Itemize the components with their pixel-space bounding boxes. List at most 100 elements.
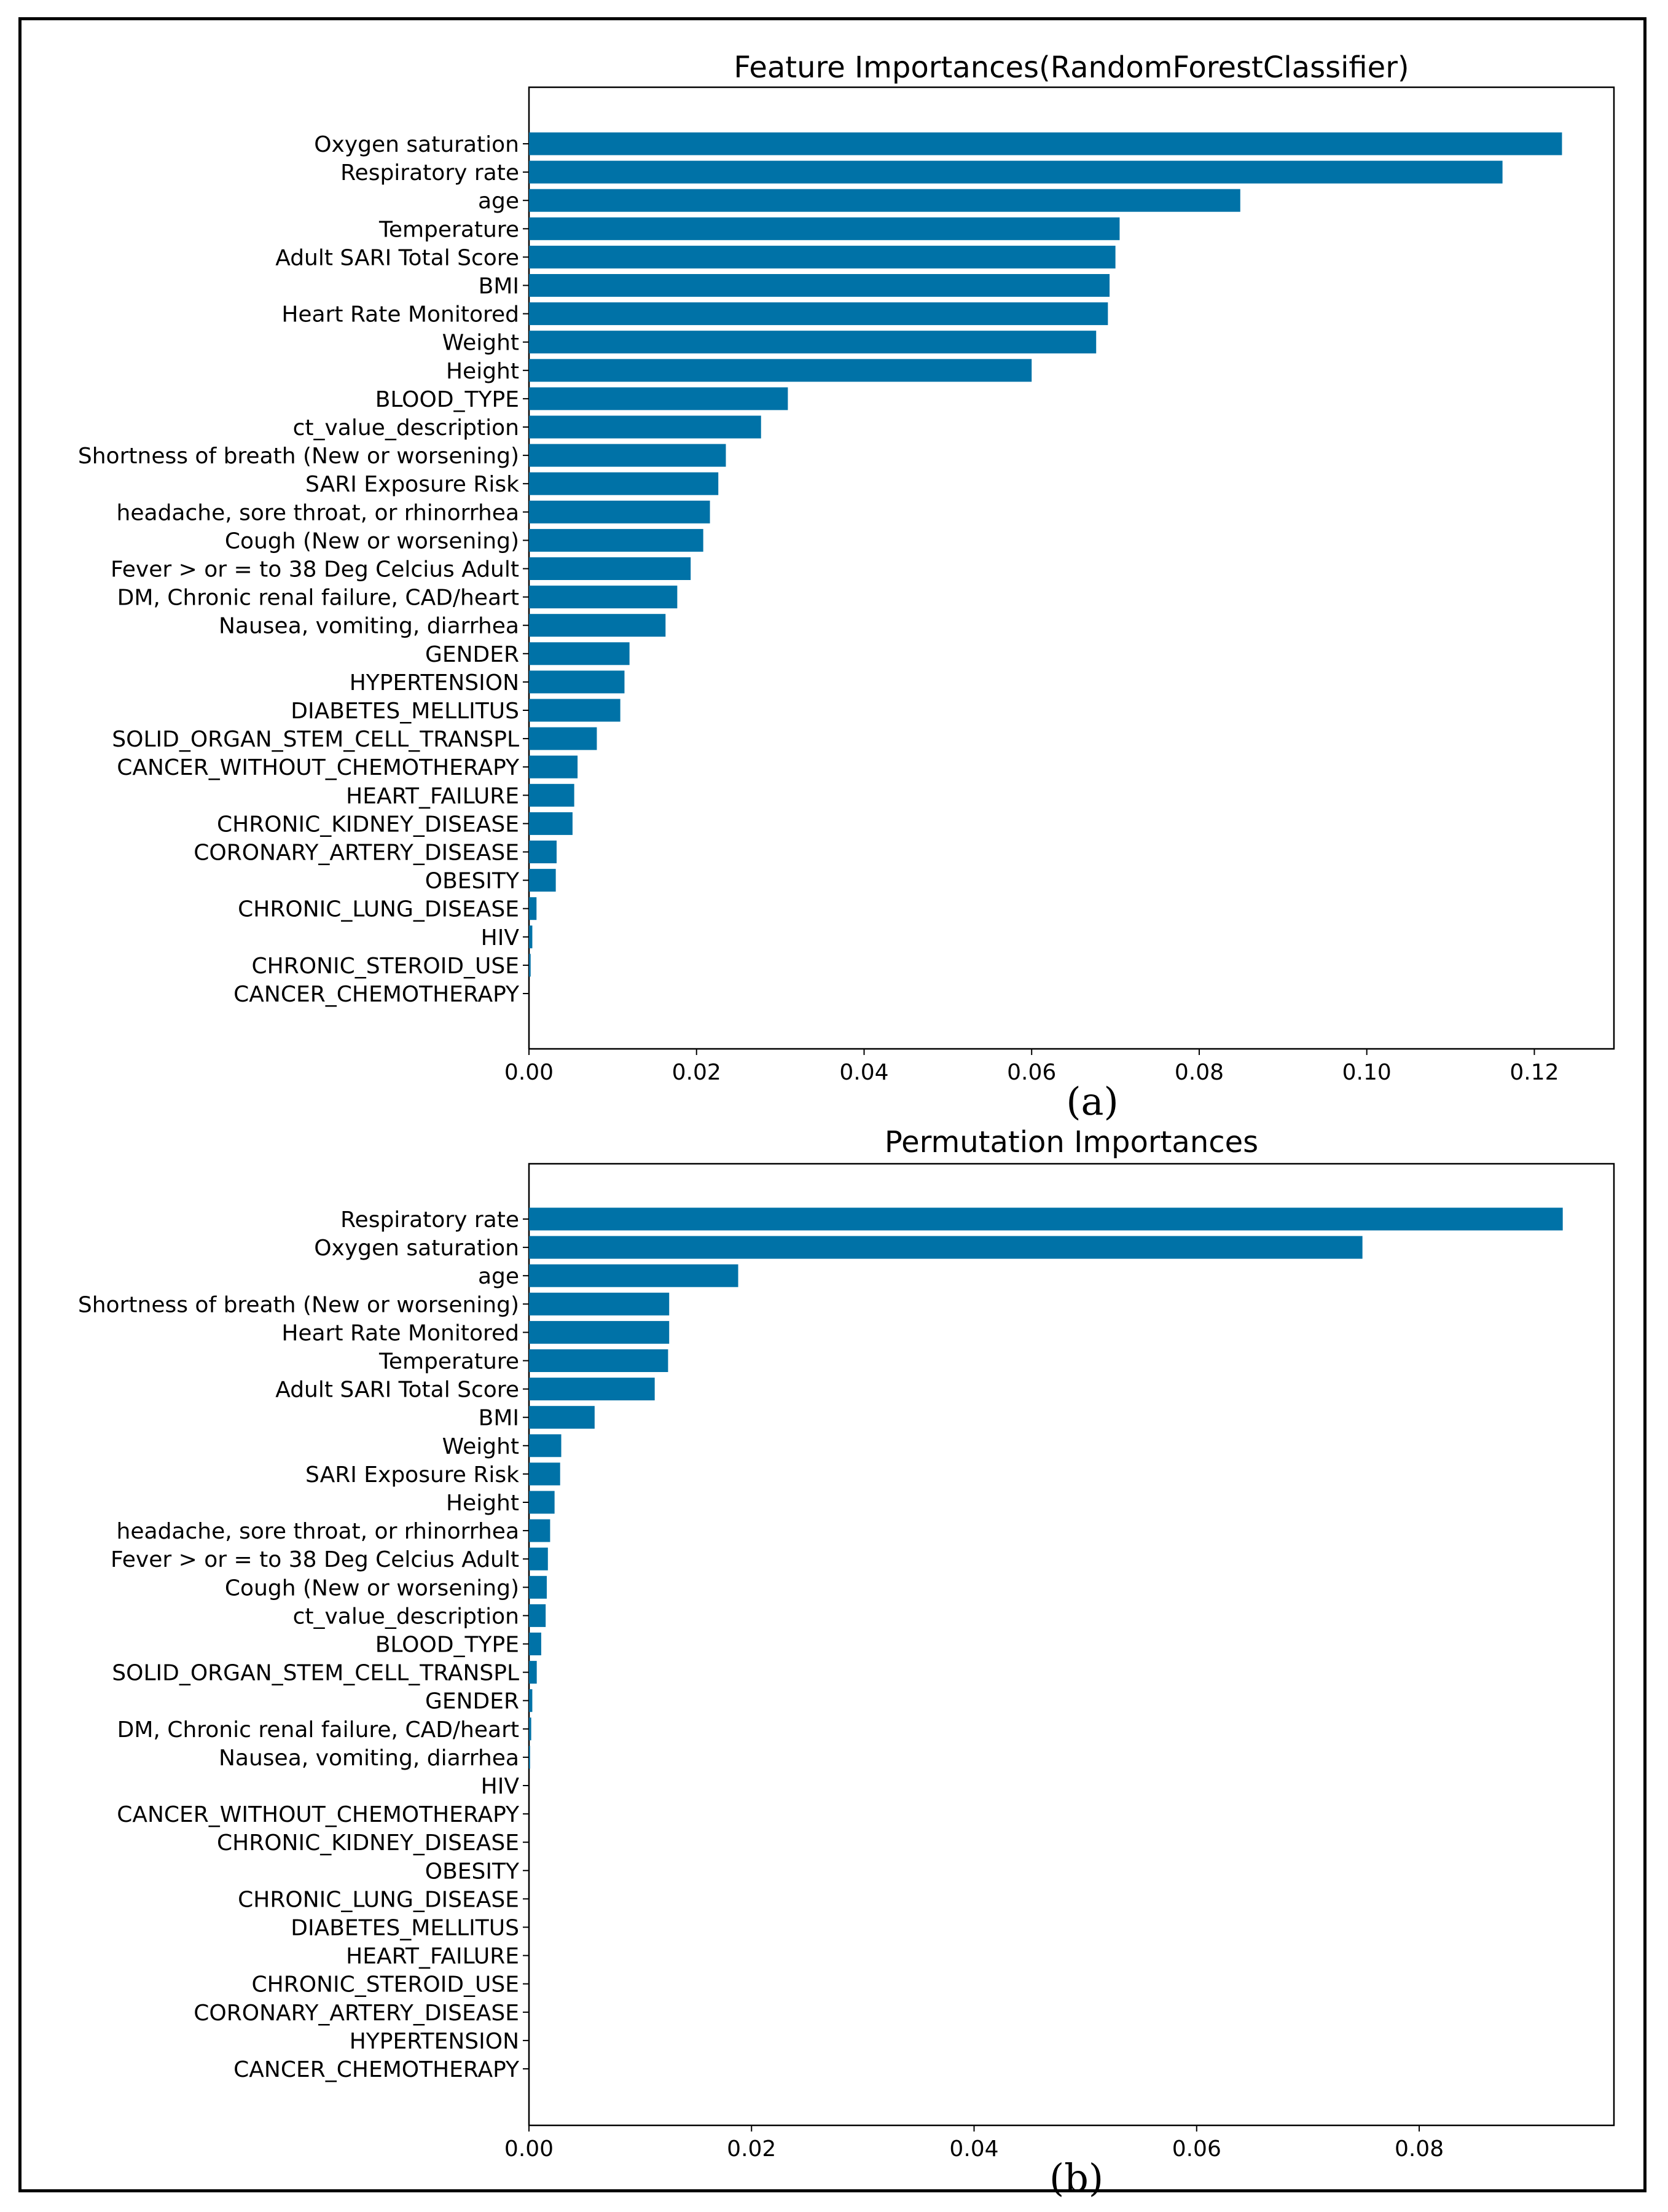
chart-b-bars xyxy=(529,1207,1563,1769)
chart-b-bar xyxy=(529,1378,655,1401)
chart-b-bar xyxy=(529,1349,668,1372)
chart-b-category-label: CORONARY_ARTERY_DISEASE xyxy=(194,2001,519,2026)
chart-b-category-label: OBESITY xyxy=(425,1859,520,1884)
chart-b-category-label: DM, Chronic renal failure, CAD/heart xyxy=(117,1717,519,1743)
chart-a-category-label: Nausea, vomiting, diarrhea xyxy=(219,614,519,639)
chart-a-x-tick-label: 0.06 xyxy=(1007,1060,1056,1085)
chart-b-bar xyxy=(529,1575,547,1599)
chart-b-bar xyxy=(529,1717,531,1741)
chart-b-category-label: Weight xyxy=(442,1434,519,1459)
chart-a-category-label: Weight xyxy=(442,331,519,356)
chart-a-bar xyxy=(529,359,1032,382)
chart-a-category-label: Respiratory rate xyxy=(340,160,519,186)
chart-a-category-label: age xyxy=(478,189,519,214)
chart-b-category-label: BLOOD_TYPE xyxy=(375,1633,519,1658)
chart-b-category-label: Fever > or = to 38 Deg Celcius Adult xyxy=(111,1547,519,1572)
chart-b-category-label: ct_value_description xyxy=(293,1604,519,1629)
chart-a-bar xyxy=(529,586,678,609)
chart-b-x-tick-label: 0.06 xyxy=(1172,2136,1221,2162)
chart-a-bar xyxy=(529,670,625,694)
chart-b-bar xyxy=(529,1320,670,1344)
chart-a-category-label: Heart Rate Monitored xyxy=(281,302,519,327)
chart-a-category-label: CANCER_CHEMOTHERAPY xyxy=(233,982,520,1007)
chart-a-category-label: BLOOD_TYPE xyxy=(375,387,519,412)
chart-a-category-label: Oxygen saturation xyxy=(314,132,519,157)
chart-a-category-label: Temperature xyxy=(378,217,519,242)
chart-b-category-label: Nausea, vomiting, diarrhea xyxy=(219,1746,519,1771)
chart-a-bar xyxy=(529,444,726,467)
chart-a: Oxygen saturation Respiratory rate age Temp… xyxy=(78,50,1615,1124)
chart-b-category-label: CHRONIC_STEROID_USE xyxy=(252,1972,519,1998)
chart-b-x-tick-label: 0.00 xyxy=(504,2136,554,2162)
chart-a-bar xyxy=(529,132,1562,155)
chart-a-bar xyxy=(529,755,578,779)
chart-b-category-label: SOLID_ORGAN_STEM_CELL_TRANSPL xyxy=(112,1661,519,1686)
chart-b-category-label: Oxygen saturation xyxy=(314,1236,519,1261)
chart-b-category-label: HEART_FAILURE xyxy=(346,1944,519,1969)
chart-a-category-label: SARI Exposure Risk xyxy=(305,472,519,497)
chart-b-bar xyxy=(529,1604,546,1627)
chart-b-x-tick-label: 0.02 xyxy=(727,2136,776,2162)
chart-b-category-label: CHRONIC_LUNG_DISEASE xyxy=(238,1887,519,1912)
figure-frame xyxy=(18,17,1646,2192)
chart-b-category-label: HIV xyxy=(481,1774,520,1799)
chart-a-x-tick-label: 0.00 xyxy=(504,1060,554,1085)
chart-b-category-label: DIABETES_MELLITUS xyxy=(291,1916,519,1941)
chart-b-category-label: Heart Rate Monitored xyxy=(281,1320,519,1346)
chart-a-bar xyxy=(529,302,1108,326)
chart-a-bar xyxy=(529,415,761,439)
chart-a-category-label: SOLID_ORGAN_STEM_CELL_TRANSPL xyxy=(112,727,519,752)
chart-b-bar xyxy=(529,1434,562,1457)
chart-a-category-label: CANCER_WITHOUT_CHEMOTHERAPY xyxy=(117,755,520,780)
chart-b-bar xyxy=(529,1236,1363,1259)
chart-b-category-label: BMI xyxy=(479,1406,519,1431)
chart-a-category-label: CHRONIC_LUNG_DISEASE xyxy=(238,897,519,922)
chart-a-bar xyxy=(529,869,556,892)
chart-b-category-label: SARI Exposure Risk xyxy=(305,1462,519,1488)
chart-a-category-label: Height xyxy=(446,359,519,384)
chart-b-category-label: Adult SARI Total Score xyxy=(275,1378,519,1403)
chart-b-bar xyxy=(529,1519,550,1542)
chart-a-x-tick-label: 0.08 xyxy=(1175,1060,1224,1085)
chart-a-category-labels: Oxygen saturation Respiratory rate age Temp… xyxy=(78,132,529,1007)
chart-a-category-label: HYPERTENSION xyxy=(350,670,519,696)
chart-b-category-labels: Respiratory rate Oxygen saturation age Shor… xyxy=(78,1207,529,2082)
chart-b-category-label: Respiratory rate xyxy=(340,1207,519,1233)
chart-a-bars xyxy=(529,132,1562,977)
chart-b-bar xyxy=(529,1462,560,1486)
chart-b-category-label: CANCER_WITHOUT_CHEMOTHERAPY xyxy=(117,1802,520,1827)
chart-b-x-tick-label: 0.08 xyxy=(1395,2136,1444,2162)
chart-a-category-label: headache, sore throat, or rhinorrhea xyxy=(117,500,519,525)
chart-b-category-label: HYPERTENSION xyxy=(350,2029,519,2054)
chart-b-category-label: CHRONIC_KIDNEY_DISEASE xyxy=(217,1830,519,1856)
chart-b-bar xyxy=(529,1633,541,1655)
chart-a-bar xyxy=(529,925,533,949)
chart-b-bar xyxy=(529,1689,533,1712)
chart-a-bar xyxy=(529,557,691,580)
chart-b-bar xyxy=(529,1661,537,1684)
chart-a-category-label: BMI xyxy=(479,274,519,299)
chart-a-category-label: HIV xyxy=(481,925,520,951)
chart-a-x-ticks: 0.00 0.02 0.04 0.06 0.08 0.10 0.12 xyxy=(504,1049,1559,1085)
chart-b-category-label: headache, sore throat, or rhinorrhea xyxy=(117,1519,519,1544)
chart-a-bar xyxy=(529,642,630,665)
chart-b-bar xyxy=(529,1746,530,1769)
chart-a-caption: (a) xyxy=(1066,1079,1118,1124)
chart-a-bar xyxy=(529,331,1097,354)
chart-a-bar xyxy=(529,189,1240,212)
chart-b-bar xyxy=(529,1491,555,1514)
chart-a-bar xyxy=(529,274,1110,297)
chart-b-category-label: Temperature xyxy=(378,1349,519,1375)
chart-a-bar xyxy=(529,783,574,807)
chart-a-category-label: GENDER xyxy=(425,642,519,667)
chart-a-bar xyxy=(529,812,573,835)
chart-a-bar xyxy=(529,699,621,722)
chart-b-category-label: GENDER xyxy=(425,1689,519,1714)
chart-a-title: Feature Importances(RandomForestClassifi… xyxy=(734,50,1409,85)
chart-b-bar xyxy=(529,1547,548,1571)
chart-a-category-label: Shortness of breath (New or worsening) xyxy=(78,444,519,469)
chart-a-category-label: OBESITY xyxy=(425,869,520,894)
chart-b-category-label: Shortness of breath (New or worsening) xyxy=(78,1292,519,1317)
chart-a-bar xyxy=(529,160,1503,184)
